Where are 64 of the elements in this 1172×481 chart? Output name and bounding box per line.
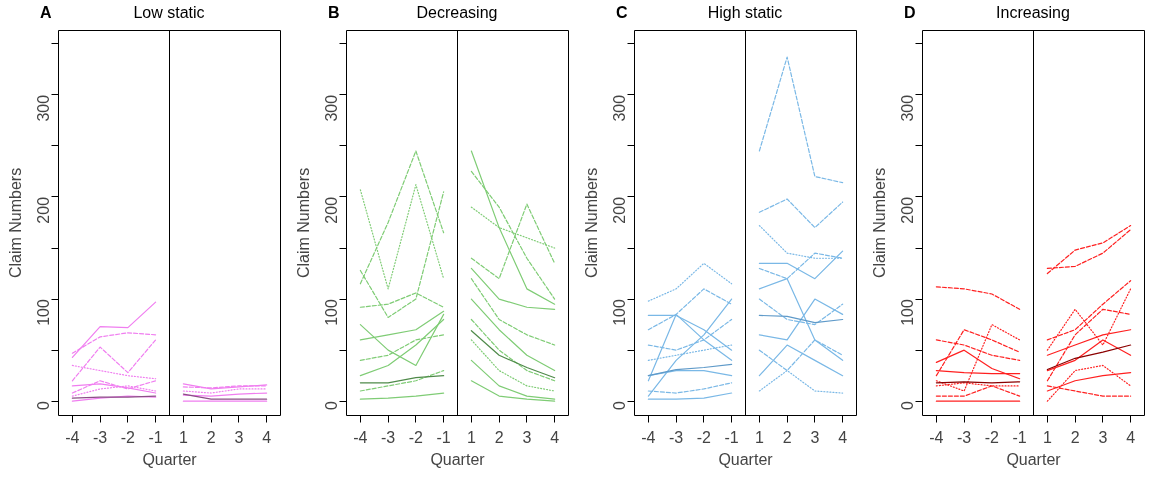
y-tick-label: 200 bbox=[611, 196, 629, 224]
y-axis-title: Claim Numbers bbox=[294, 167, 312, 279]
y-tick-label: 200 bbox=[35, 196, 53, 224]
y-axis-title: Claim Numbers bbox=[870, 167, 888, 279]
text: A bbox=[40, 3, 52, 23]
text: C bbox=[616, 3, 628, 23]
x-tick-label: -4 bbox=[929, 428, 944, 446]
x-tick-label: -2 bbox=[120, 428, 136, 446]
x-tick-label: 4 bbox=[550, 428, 560, 446]
x-tick-label: -1 bbox=[1012, 428, 1027, 446]
y-axis-title: Claim Numbers bbox=[6, 167, 24, 279]
text: B bbox=[328, 3, 340, 23]
chart-title: Decreasing bbox=[415, 3, 499, 23]
x-axis-title: Quarter bbox=[718, 450, 774, 468]
x-tick-label: -4 bbox=[65, 428, 80, 446]
x-tick-label: -3 bbox=[669, 428, 684, 446]
y-tick-label: 200 bbox=[899, 196, 917, 224]
x-tick-label: 3 bbox=[810, 428, 820, 446]
x-axis-title: Quarter bbox=[430, 450, 486, 468]
y-tick-label: 0 bbox=[323, 401, 341, 411]
y-tick-label: 0 bbox=[899, 401, 917, 411]
chart-title: Low static bbox=[132, 3, 206, 23]
y-tick-label: 0 bbox=[611, 401, 629, 411]
x-tick-label: -1 bbox=[724, 428, 739, 446]
x-tick-label: -1 bbox=[148, 428, 163, 446]
x-tick-label: -3 bbox=[957, 428, 972, 446]
x-tick-label: 2 bbox=[1070, 428, 1080, 446]
y-tick-label: 300 bbox=[899, 94, 917, 122]
x-axis-title: Quarter bbox=[142, 450, 198, 468]
x-tick-label: 1 bbox=[466, 428, 476, 446]
x-tick-label: 1 bbox=[178, 428, 188, 446]
x-tick-label: -2 bbox=[696, 428, 712, 446]
chart-title: Increasing bbox=[995, 3, 1071, 23]
y-tick-label: 100 bbox=[323, 298, 341, 326]
x-tick-label: -2 bbox=[408, 428, 424, 446]
x-axis-title: Quarter bbox=[1006, 450, 1062, 468]
x-tick-label: 2 bbox=[782, 428, 792, 446]
x-tick-label: -4 bbox=[353, 428, 368, 446]
x-tick-label: -3 bbox=[381, 428, 396, 446]
y-tick-label: 300 bbox=[611, 94, 629, 122]
x-tick-label: 3 bbox=[522, 428, 532, 446]
x-tick-label: 1 bbox=[754, 428, 764, 446]
y-tick-label: 200 bbox=[323, 196, 341, 224]
x-tick-label: 1 bbox=[1042, 428, 1052, 446]
x-tick-label: -3 bbox=[93, 428, 108, 446]
y-axis-title: Claim Numbers bbox=[582, 167, 600, 279]
y-tick-label: 300 bbox=[35, 94, 53, 122]
chart-title: High static bbox=[706, 3, 784, 23]
x-tick-label: 2 bbox=[206, 428, 216, 446]
y-tick-label: 100 bbox=[35, 298, 53, 326]
y-tick-label: 100 bbox=[611, 298, 629, 326]
x-tick-label: -1 bbox=[436, 428, 451, 446]
x-tick-label: 3 bbox=[234, 428, 244, 446]
y-tick-label: 300 bbox=[323, 94, 341, 122]
x-tick-label: 3 bbox=[1098, 428, 1108, 446]
x-tick-label: 2 bbox=[494, 428, 504, 446]
text: D bbox=[904, 3, 916, 23]
x-tick-label: -4 bbox=[641, 428, 656, 446]
x-tick-label: 4 bbox=[838, 428, 848, 446]
y-tick-label: 0 bbox=[35, 401, 53, 411]
y-tick-label: 100 bbox=[899, 298, 917, 326]
x-tick-label: 4 bbox=[1126, 428, 1136, 446]
x-tick-label: 4 bbox=[262, 428, 272, 446]
x-tick-label: -2 bbox=[984, 428, 1000, 446]
